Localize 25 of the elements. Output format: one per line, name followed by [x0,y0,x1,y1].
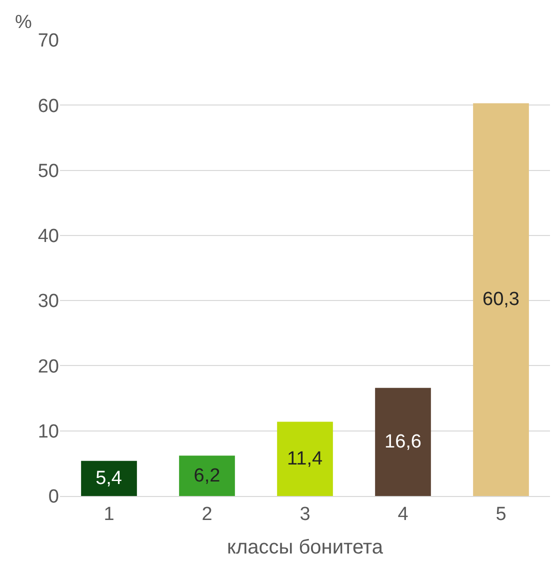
bar [277,422,333,496]
y-axis-title: % [15,12,32,33]
data-label: 11,4 [287,448,323,470]
y-tick-label: 50 [38,160,59,182]
bar [179,456,235,496]
x-tick-label: 1 [104,504,114,525]
x-tick-label: 2 [202,504,212,525]
data-label: 16,6 [384,431,422,452]
data-label: 5,4 [96,468,122,489]
y-tick-label: 70 [38,30,59,52]
x-tick-label: 3 [300,504,310,525]
bar [375,388,431,496]
x-axis-title: классы бонитета [227,536,384,558]
data-label: 6,2 [194,465,220,486]
data-label: 60,3 [482,289,520,310]
y-tick-label: 60 [38,96,59,117]
y-tick-label: 30 [38,291,59,312]
y-tick-label: 0 [48,486,59,508]
y-tick-label: 20 [38,356,59,378]
x-tick-label: 4 [398,504,409,525]
y-tick-label: 40 [38,226,59,248]
y-tick-label: 10 [38,422,59,443]
bar [473,103,529,496]
bar [81,460,137,496]
x-tick-label: 5 [496,504,506,525]
